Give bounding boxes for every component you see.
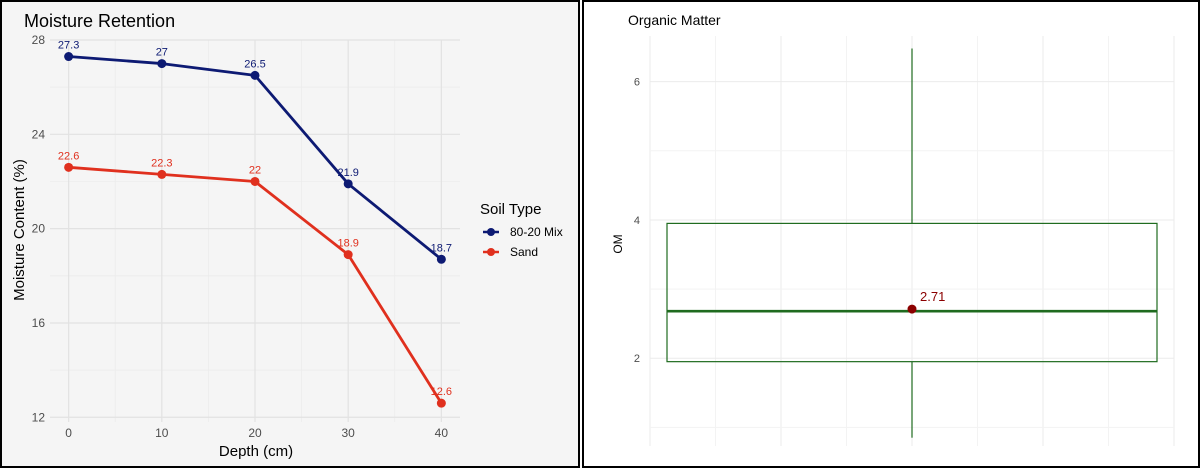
y-tick-label: 2: [634, 353, 640, 365]
y-tick-label: 24: [32, 127, 46, 141]
y-tick-label: 4: [634, 215, 640, 227]
data-point: [343, 179, 353, 189]
data-point: [436, 398, 446, 408]
mean-label: 2.71: [920, 289, 945, 304]
axis-ticks: 0 10 20 30 40 12 16 20 24 28: [32, 33, 449, 440]
data-point: [250, 70, 260, 80]
y-tick-label: 20: [32, 222, 46, 236]
x-tick-label: 40: [435, 426, 449, 440]
x-tick-label: 10: [155, 426, 169, 440]
legend-key-point-mix: [487, 228, 495, 236]
legend-entry-sand: Sand: [510, 245, 538, 259]
data-label: 21.9: [337, 167, 358, 179]
x-tick-label: 0: [65, 426, 72, 440]
data-label: 18.9: [337, 238, 358, 250]
organic-matter-panel: Organic Matter 2 4 6 2.71 OM: [582, 0, 1200, 468]
series-layer: 27.3 27 26.5 21.9 18.7 22.6 22.3 22 18.9 12.6: [58, 40, 452, 408]
data-point: [250, 176, 260, 186]
y-tick-label: 28: [32, 33, 46, 47]
y-tick-label: 12: [32, 410, 46, 424]
y-tick-label: 6: [634, 77, 640, 89]
legend-entry-mix: 80-20 Mix: [510, 225, 563, 239]
data-point: [64, 52, 74, 62]
legend: Soil Type 80-20 Mix Sand: [480, 201, 563, 259]
grid: [50, 39, 460, 422]
data-label: 22.3: [151, 157, 172, 169]
legend-title: Soil Type: [480, 201, 541, 218]
data-label: 22: [249, 164, 261, 176]
y-tick-label: 16: [32, 316, 46, 330]
chart-title: Moisture Retention: [24, 11, 175, 31]
plot-background: [2, 2, 578, 466]
boxplot: 2.71: [666, 48, 1158, 438]
y-axis-label: Moisture Content (%): [11, 159, 28, 301]
data-label: 26.5: [244, 58, 265, 70]
legend-key-point-sand: [487, 248, 495, 256]
data-point: [157, 169, 167, 179]
data-label: 22.6: [58, 150, 79, 162]
chart-title: Organic Matter: [628, 12, 721, 28]
data-label: 12.6: [431, 386, 452, 398]
x-axis-label: Depth (cm): [219, 443, 293, 460]
x-tick-label: 30: [342, 426, 356, 440]
x-tick-label: 20: [248, 426, 262, 440]
axis-ticks: 2 4 6: [634, 77, 640, 366]
data-point: [157, 59, 167, 69]
data-label: 18.7: [431, 242, 452, 254]
data-point: [343, 250, 353, 260]
mean-point: [907, 304, 917, 314]
data-point: [64, 162, 74, 172]
y-axis-label: OM: [611, 234, 625, 253]
data-label: 27.3: [58, 40, 79, 52]
moisture-retention-panel: Moisture Retention 0 10 20 30 40 12 16 20 24 28 2…: [0, 0, 580, 468]
organic-matter-chart: Organic Matter 2 4 6 2.71 OM: [611, 12, 1175, 446]
box-iqr: [666, 222, 1158, 363]
moisture-retention-chart: Moisture Retention 0 10 20 30 40 12 16 20 24 28 2…: [2, 2, 578, 466]
data-label: 27: [156, 47, 168, 59]
data-point: [436, 254, 446, 264]
